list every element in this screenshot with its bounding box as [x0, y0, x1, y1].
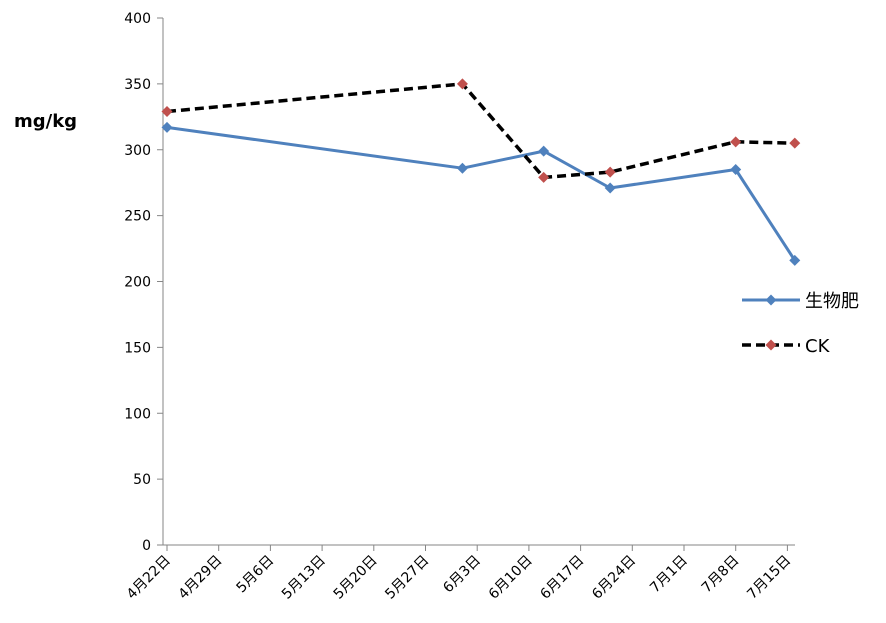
- x-tick-label: 5月6日: [234, 553, 278, 597]
- x-tick-label: 5月13日: [279, 553, 329, 603]
- x-tick-label: 6月3日: [440, 553, 484, 597]
- legend-marker-0: [765, 294, 777, 306]
- legend-label-1: CK: [805, 336, 831, 357]
- x-tick-label: 7月1日: [647, 553, 691, 597]
- series-point-1: [456, 78, 468, 90]
- legend: 生物肥 CK: [742, 291, 859, 357]
- y-tick-label: 50: [133, 472, 151, 488]
- x-ticks: 4月22日 4月29日 5月6日 5月13日 5月20日 5月27日 6月3日 6月10日 6月…: [124, 545, 794, 603]
- y-axis-label: mg/kg: [14, 111, 77, 132]
- x-tick-label: 5月20日: [331, 553, 381, 603]
- y-tick-label: 400: [124, 11, 151, 27]
- series-point-0: [730, 164, 742, 176]
- series-point-0: [789, 254, 801, 266]
- x-tick-label: 6月17日: [537, 553, 587, 603]
- x-tick-label: 4月29日: [176, 553, 226, 603]
- series-point-0: [456, 162, 468, 174]
- x-tick-label: 4月22日: [124, 553, 174, 603]
- legend-marker-1: [765, 339, 777, 351]
- series-point-1: [730, 136, 742, 148]
- x-tick-label: 7月8日: [699, 553, 743, 597]
- axes: [162, 18, 795, 546]
- series-point-1: [604, 166, 616, 178]
- y-tick-label: 250: [124, 209, 151, 225]
- x-tick-label: 7月15日: [744, 553, 794, 603]
- series-point-1: [789, 137, 801, 149]
- series-point-1: [538, 171, 550, 183]
- series-point-1: [161, 106, 173, 118]
- series-line-0: [166, 125, 797, 262]
- x-tick-label: 5月27日: [382, 553, 432, 603]
- series-point-0: [538, 145, 550, 157]
- y-tick-label: 350: [124, 77, 151, 93]
- series-group: [161, 78, 801, 266]
- x-tick-label: 6月10日: [486, 553, 536, 603]
- series-line-1: [166, 82, 795, 180]
- y-tick-label: 150: [124, 340, 151, 356]
- y-tick-label: 200: [124, 275, 151, 291]
- series-point-0: [604, 182, 616, 194]
- legend-label-0: 生物肥: [805, 291, 859, 312]
- series-point-0: [161, 121, 173, 133]
- y-tick-label: 100: [124, 406, 151, 422]
- y-tick-label: 300: [124, 143, 151, 159]
- x-tick-label: 6月24日: [589, 553, 639, 603]
- y-tick-label: 0: [142, 538, 151, 554]
- y-ticks: 0 50 100 150 200 250 300 350 400: [124, 11, 163, 554]
